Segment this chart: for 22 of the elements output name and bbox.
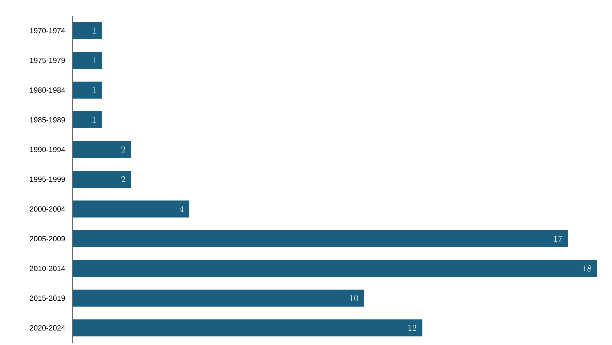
- bar: [73, 22, 102, 40]
- bar: [73, 112, 102, 129]
- data-label: 4: [180, 206, 184, 212]
- data-label: 2: [122, 146, 126, 153]
- bar: [73, 290, 364, 307]
- data-label: 10: [350, 295, 358, 302]
- data-label: 18: [583, 266, 592, 272]
- data-label: 1: [92, 87, 96, 94]
- data-label: 2: [122, 176, 126, 182]
- bar: [73, 82, 102, 99]
- bar: [73, 171, 132, 188]
- data-label: 1: [92, 58, 96, 64]
- data-label: 17: [554, 236, 563, 242]
- bar: [73, 141, 132, 158]
- bar: [73, 200, 190, 218]
- bar: [73, 260, 598, 278]
- bar: [73, 230, 568, 248]
- data-label: 12: [408, 325, 417, 332]
- bar: [73, 320, 423, 337]
- data-label: 1: [92, 116, 96, 123]
- data-label: 1: [92, 28, 96, 34]
- bar: [73, 52, 102, 70]
